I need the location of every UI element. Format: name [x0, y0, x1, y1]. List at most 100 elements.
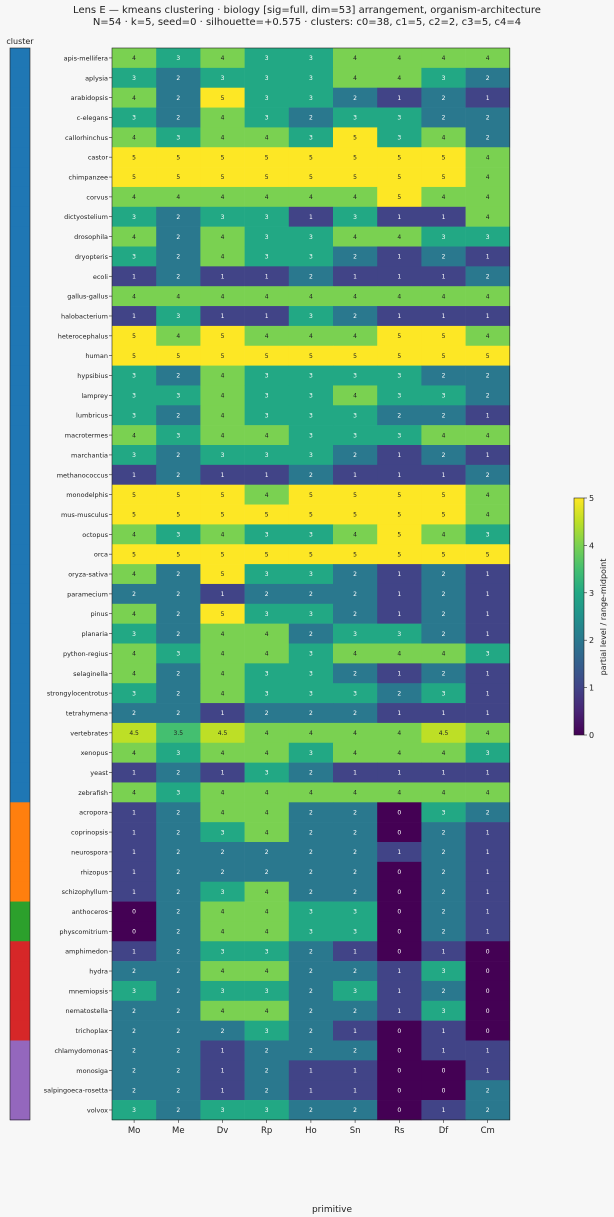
- cell-value-label: 2: [132, 968, 136, 975]
- heatmap-cell: [112, 306, 157, 327]
- cluster-strip-segment: [10, 961, 30, 982]
- cell-value-label: 3: [221, 889, 225, 896]
- cell-value-label: 2: [221, 1028, 225, 1035]
- cell-value-label: 2: [176, 472, 180, 479]
- heatmap-cell: [465, 643, 511, 664]
- heatmap-cell: [465, 206, 511, 227]
- colorbar-tick-label: 1: [589, 684, 594, 693]
- heatmap-cell: [465, 1040, 511, 1061]
- heatmap-cell: [288, 544, 334, 565]
- cell-value-label: 3: [265, 670, 269, 677]
- row-label: dryopteris: [75, 253, 109, 261]
- cell-value-label: 3: [397, 631, 401, 638]
- heatmap-cell: [377, 306, 422, 327]
- heatmap-cell: [112, 703, 157, 724]
- heatmap-cell: [333, 1000, 378, 1021]
- heatmap-cell: [377, 147, 422, 168]
- heatmap-cell: [333, 186, 378, 208]
- cluster-strip-segment: [10, 683, 30, 704]
- cluster-strip-segment: [10, 762, 30, 783]
- row-label: planaria: [82, 630, 108, 638]
- cluster-strip-segment: [10, 504, 30, 525]
- cell-value-label: 2: [353, 968, 357, 975]
- cell-value-label: 1: [486, 1067, 490, 1074]
- heatmap-cell: [421, 226, 466, 247]
- heatmap-cell: [112, 286, 157, 307]
- cell-value-label: 5: [221, 551, 225, 558]
- heatmap-cell: [377, 385, 422, 406]
- cell-value-label: 5: [486, 551, 490, 558]
- cell-value-label: 4: [221, 750, 225, 757]
- heatmap-cell: [156, 127, 201, 148]
- cell-value-label: 2: [176, 214, 180, 221]
- cell-value-label: 3: [353, 631, 357, 638]
- cell-value-label: 1: [309, 214, 313, 221]
- cell-value-label: 5: [221, 611, 225, 618]
- cell-value-label: 4: [353, 790, 357, 797]
- cell-value-label: 4: [486, 293, 490, 300]
- heatmap-cell: [156, 405, 201, 426]
- cell-value-label: 5: [486, 353, 490, 360]
- cell-value-label: 3: [132, 690, 136, 697]
- heatmap-cell: [377, 703, 422, 724]
- heatmap-cell: [421, 48, 466, 69]
- cell-value-label: 4: [265, 790, 269, 797]
- heatmap-cell: [244, 186, 290, 208]
- cell-value-label: 3: [353, 214, 357, 221]
- cell-value-label: 3: [442, 75, 446, 82]
- colorbar-gradient: [573, 497, 585, 736]
- cell-value-label: 0: [397, 929, 401, 936]
- heatmap-cell: [112, 147, 157, 168]
- cell-value-label: 0: [486, 968, 490, 975]
- cluster-strip-segment: [10, 405, 30, 426]
- cell-value-label: 3: [309, 432, 313, 439]
- cell-value-label: 2: [265, 1067, 269, 1074]
- heatmap-cell: [333, 325, 378, 347]
- heatmap-cell: [200, 365, 245, 386]
- heatmap-cell: [156, 186, 201, 208]
- heatmap-cell: [244, 901, 290, 922]
- cell-value-label: 4: [309, 293, 313, 300]
- heatmap-cell: [421, 87, 466, 108]
- heatmap-cell: [377, 742, 422, 763]
- column-label: Df: [439, 1126, 450, 1136]
- heatmap-cell: [465, 425, 511, 446]
- heatmap-cell: [421, 1040, 466, 1061]
- heatmap-cell: [112, 127, 157, 148]
- heatmap-cell: [377, 901, 422, 922]
- row-label: heterocephalus: [58, 332, 109, 340]
- heatmap-cell: [333, 703, 378, 724]
- heatmap-cell: [333, 1060, 378, 1081]
- heatmap-cell: [288, 524, 334, 545]
- cell-value-label: 4: [486, 55, 490, 62]
- row-label: salpingoeca-rosetta: [44, 1087, 108, 1095]
- cell-value-label: 3: [397, 115, 401, 122]
- cell-value-label: 4: [221, 690, 225, 697]
- cell-value-label: 3: [353, 373, 357, 380]
- cell-value-label: 3: [442, 968, 446, 975]
- cell-value-label: 3: [132, 452, 136, 459]
- cell-value-label: 3: [309, 929, 313, 936]
- cell-value-label: 2: [486, 115, 490, 122]
- heatmap-cell: [465, 921, 511, 942]
- cell-value-label: 1: [132, 313, 136, 320]
- heatmap-cell: [200, 286, 245, 307]
- cell-value-label: 2: [176, 909, 180, 916]
- heatmap-cell: [421, 147, 466, 168]
- cell-value-label: 4: [442, 532, 446, 539]
- cell-value-label: 2: [486, 135, 490, 142]
- heatmap-cell: [156, 1000, 201, 1021]
- cell-value-label: 2: [442, 929, 446, 936]
- cell-value-label: 5: [221, 154, 225, 161]
- cell-value-label: 4: [486, 194, 490, 201]
- heatmap-cell: [465, 266, 511, 287]
- heatmap-cell: [244, 1000, 290, 1021]
- heatmap-cell: [200, 544, 245, 565]
- cell-value-label: 5: [221, 353, 225, 360]
- heatmap-cell: [288, 901, 334, 922]
- heatmap-cell: [112, 921, 157, 942]
- cell-value-label: 3: [353, 412, 357, 419]
- heatmap-cell: [465, 226, 511, 247]
- cluster-strip-segment: [10, 226, 30, 247]
- heatmap-cell: [377, 504, 422, 525]
